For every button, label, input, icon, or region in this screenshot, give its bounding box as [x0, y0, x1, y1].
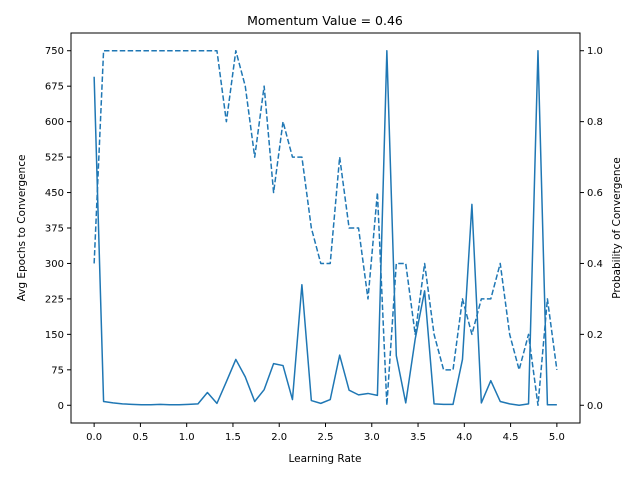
y-left-tick-label-10: 750	[45, 46, 64, 57]
y-left-tick-label-6: 450	[45, 188, 64, 199]
series-line-probability	[93, 49, 558, 407]
x-tick-label-4: 2.0	[271, 432, 287, 443]
y-right-tick-label-4: 0.8	[587, 117, 603, 128]
x-tick-label-0: 0.0	[86, 432, 102, 443]
y-left-tick-label-9: 675	[45, 82, 64, 93]
y-left-tick-label-0: 0	[58, 401, 64, 412]
y-right-tick-label-1: 0.2	[587, 330, 603, 341]
x-tick-label-2: 1.0	[179, 432, 195, 443]
x-axis-label: Learning Rate	[289, 453, 362, 465]
y-right-tick-label-2: 0.4	[587, 259, 603, 270]
y-left-tick-label-8: 600	[45, 117, 64, 128]
y-axis-right-label: Probability of Convergence	[611, 157, 623, 299]
x-tick-label-6: 3.0	[364, 432, 380, 443]
chart-title: Momentum Value = 0.46	[247, 13, 403, 28]
x-tick-label-8: 4.0	[456, 432, 472, 443]
plot-area	[93, 49, 558, 407]
x-tick-label-9: 4.5	[503, 432, 519, 443]
y-left-tick-label-1: 75	[51, 365, 64, 376]
x-tick-label-3: 1.5	[225, 432, 241, 443]
x-tick-label-7: 3.5	[410, 432, 426, 443]
y-right-tick-label-3: 0.6	[587, 188, 603, 199]
series-line-epochs	[93, 49, 557, 407]
y-right-tick-label-0: 0.0	[587, 401, 603, 412]
y-axis-right: 0.0 0.2 0.4 0.6 0.8 1.0	[580, 46, 603, 412]
x-tick-label-5: 2.5	[318, 432, 334, 443]
y-left-tick-label-7: 525	[45, 153, 64, 164]
y-axis-left: 0 75 150 225 300 375 450 525 600 675 750	[45, 46, 71, 412]
y-left-tick-label-2: 150	[45, 330, 64, 341]
y-left-tick-label-3: 225	[45, 294, 64, 305]
x-tick-label-1: 0.5	[132, 432, 148, 443]
y-left-tick-label-4: 300	[45, 259, 64, 270]
y-axis-left-label: Avg Epochs to Convergence	[16, 155, 28, 302]
y-left-tick-label-5: 375	[45, 224, 64, 235]
x-axis: 0.0 0.5 1.0 1.5 2.0 2.5 3.0 3.5 4.0 4.5 5.0	[86, 423, 565, 443]
y-right-tick-label-5: 1.0	[587, 46, 603, 57]
plot-frame	[70, 32, 581, 424]
x-tick-label-10: 5.0	[549, 432, 565, 443]
